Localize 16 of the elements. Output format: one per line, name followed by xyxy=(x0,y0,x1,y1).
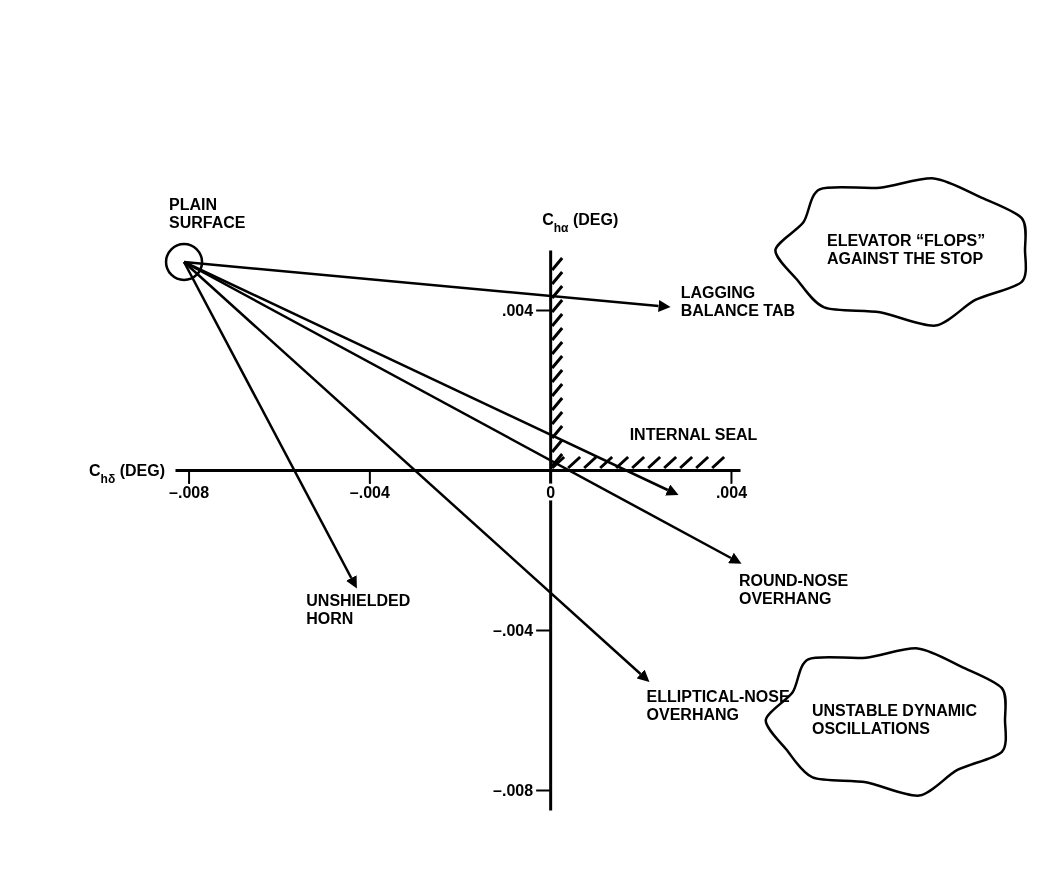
y-axis-title: C$_{hα}$ (DEG) xyxy=(542,211,619,235)
y-tick-label: .004 xyxy=(502,301,534,319)
x-tick-label: –.008 xyxy=(169,484,210,502)
text: UNSTABLE DYNAMIC OSCILLATIONS xyxy=(812,702,978,738)
text: UNSHIELDED HORN xyxy=(306,592,411,628)
x-tick-label: –.004 xyxy=(349,484,390,502)
x-tick-label: .004 xyxy=(715,484,748,502)
text: ELEVATOR “FLOPS” AGAINST THE STOP xyxy=(827,232,986,268)
series-label: ELLIPTICAL-NOSE OVERHANG xyxy=(646,688,790,724)
y-tick-label: –.008 xyxy=(493,781,534,799)
series-label: ROUND-NOSE OVERHANG xyxy=(738,572,849,608)
y-tick-label: –.004 xyxy=(493,621,534,639)
series-label: PLAIN SURFACE xyxy=(169,196,246,232)
series-label: LAGGING BALANCE TAB xyxy=(680,284,795,320)
x-axis-title: C$_{hδ}$ (DEG) xyxy=(89,462,165,486)
series-label: INTERNAL SEAL xyxy=(629,426,758,443)
